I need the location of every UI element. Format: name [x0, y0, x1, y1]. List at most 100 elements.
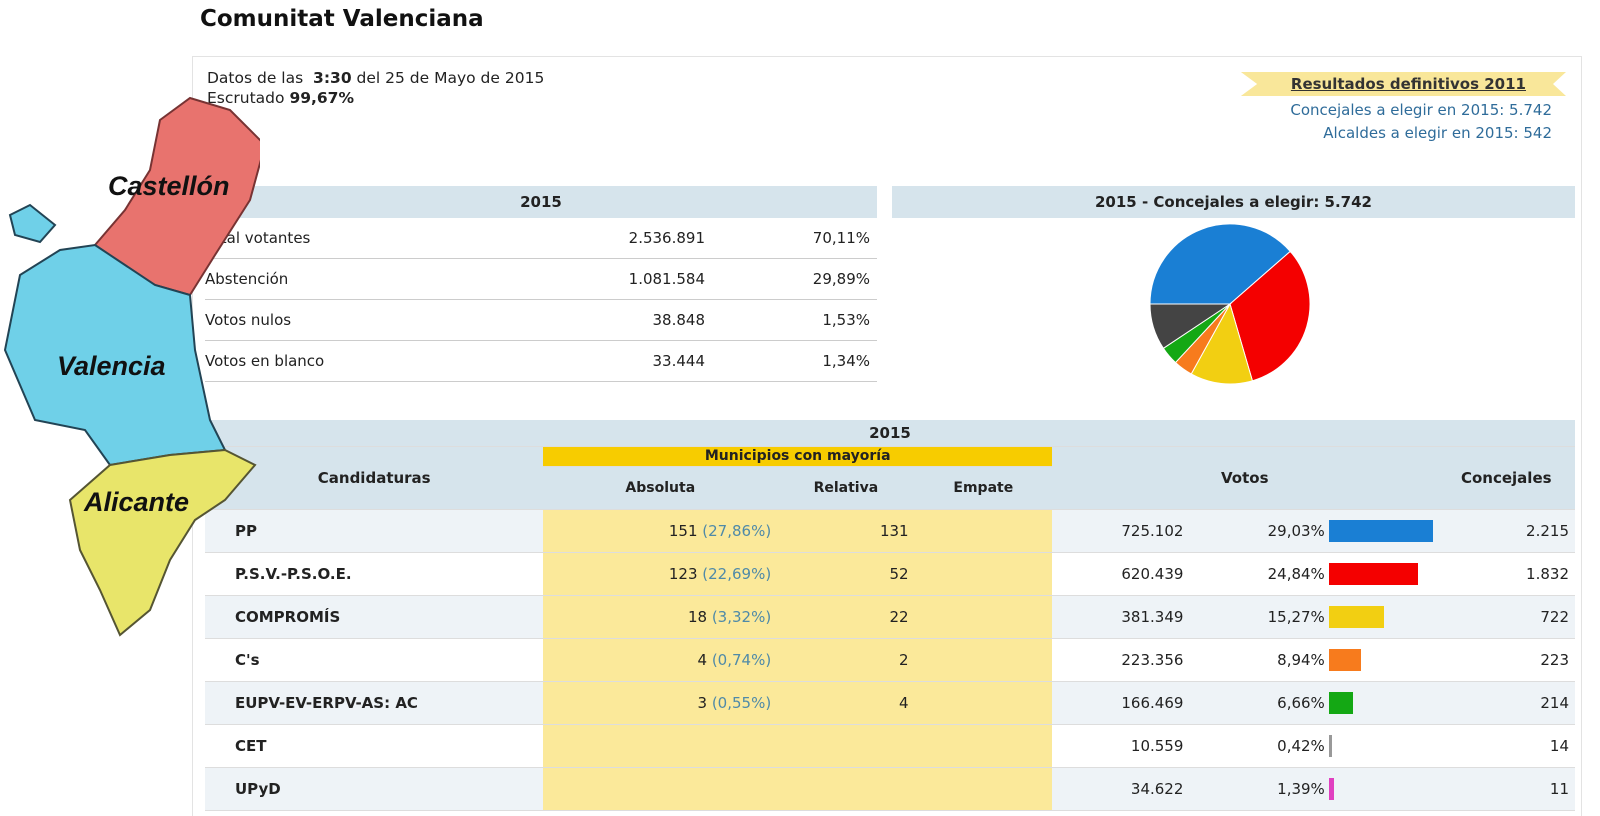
- relativa-cell: [777, 724, 915, 768]
- votes-bar-cell: [1326, 681, 1438, 725]
- col-candidaturas: Candidaturas: [205, 446, 544, 510]
- party-name: COMPROMÍS: [205, 595, 544, 639]
- party-name: P.S.V.-P.S.O.E.: [205, 552, 544, 596]
- absoluta-cell: 123 (22,69%): [543, 552, 778, 596]
- votes-bar: [1328, 605, 1384, 628]
- votes-cell: 34.622: [1052, 767, 1190, 811]
- absoluta-cell: 151 (27,86%): [543, 509, 778, 553]
- summary-header: 2015: [205, 186, 877, 218]
- absoluta-value: 123: [668, 564, 698, 583]
- relativa-cell: 22: [777, 595, 915, 639]
- summary-value: 1.081.584: [628, 270, 705, 288]
- table-row: UPyD 34.622 1,39% 11: [205, 767, 1575, 811]
- absoluta-value: 3: [697, 693, 708, 712]
- table-row: C's 4 (0,74%) 2 223.356 8,94% 223: [205, 638, 1575, 682]
- summary-pct: 1,53%: [822, 311, 870, 329]
- summary-value: 2.536.891: [628, 229, 705, 247]
- results-2011-link[interactable]: Resultados definitivos 2011: [1240, 72, 1566, 96]
- votes-bar-cell: [1326, 638, 1438, 682]
- summary-row: Total votantes 2.536.891 70,11%: [205, 218, 877, 259]
- empate-cell: [914, 724, 1052, 768]
- alcaldes-info: Alcaldes a elegir en 2015: 542: [1323, 124, 1552, 142]
- relativa-cell: 4: [777, 681, 915, 725]
- pie-chart: [1149, 223, 1311, 385]
- concejales-cell: 223: [1437, 638, 1575, 682]
- table-row: EUPV-EV-ERPV-AS: AC 3 (0,55%) 4 166.469 …: [205, 681, 1575, 725]
- concejales-info: Concejales a elegir en 2015: 5.742: [1290, 101, 1552, 119]
- info-suffix: del 25 de Mayo de 2015: [356, 69, 545, 87]
- votes-bar: [1328, 734, 1332, 757]
- concejales-cell: 2.215: [1437, 509, 1575, 553]
- votes-bar: [1328, 519, 1433, 542]
- absoluta-pct: (22,69%): [702, 564, 772, 583]
- pie-slice-0: [1149, 223, 1291, 305]
- relativa-cell: [777, 767, 915, 811]
- relativa-cell: 2: [777, 638, 915, 682]
- party-name: CET: [205, 724, 544, 768]
- votes-bar-cell: [1326, 767, 1438, 811]
- absoluta-value: 18: [687, 607, 708, 626]
- absoluta-value: 4: [697, 650, 708, 669]
- pie-slice-2: [1190, 302, 1254, 385]
- pie-slice-5: [1149, 303, 1232, 349]
- votes-pct: 24,84%: [1189, 552, 1327, 596]
- concejales-cell: 214: [1437, 681, 1575, 725]
- pie-chart-box: 2015 - Concejales a elegir: 5.742: [892, 186, 1575, 218]
- votes-pct: 1,39%: [1189, 767, 1327, 811]
- votes-cell: 381.349: [1052, 595, 1190, 639]
- results-table: 2015 Candidaturas Municipios con mayoría…: [205, 420, 1575, 811]
- relativa-cell: 52: [777, 552, 915, 596]
- absoluta-pct: (3,32%): [711, 607, 772, 626]
- votes-bar-cell: [1326, 595, 1438, 639]
- col-relativa: Relativa: [777, 466, 915, 510]
- results-header: 2015: [205, 420, 1575, 447]
- info-time: 3:30: [313, 69, 352, 87]
- concejales-cell: 14: [1437, 724, 1575, 768]
- pie-slice-1: [1229, 250, 1311, 382]
- summary-label: Votos nulos: [205, 311, 292, 329]
- chart-title: 2015 - Concejales a elegir: 5.742: [892, 186, 1575, 218]
- votes-bar-cell: [1326, 552, 1438, 596]
- absoluta-pct: (27,86%): [702, 521, 772, 540]
- summary-label: Votos en blanco: [205, 352, 325, 370]
- absoluta-cell: [543, 767, 778, 811]
- votes-cell: 223.356: [1052, 638, 1190, 682]
- col-empate: Empate: [914, 466, 1052, 510]
- votes-pct: 15,27%: [1189, 595, 1327, 639]
- votes-cell: 725.102: [1052, 509, 1190, 553]
- concejales-cell: 11: [1437, 767, 1575, 811]
- absoluta-cell: [543, 724, 778, 768]
- absoluta-cell: 18 (3,32%): [543, 595, 778, 639]
- empate-cell: [914, 595, 1052, 639]
- votes-bar: [1328, 777, 1334, 800]
- votes-cell: 620.439: [1052, 552, 1190, 596]
- absoluta-value: 151: [668, 521, 698, 540]
- party-name: C's: [205, 638, 544, 682]
- empate-cell: [914, 509, 1052, 553]
- empate-cell: [914, 552, 1052, 596]
- votes-pct: 29,03%: [1189, 509, 1327, 553]
- map-alicante: [68, 448, 257, 637]
- region-map: Castellón Valencia Alicante: [3, 96, 260, 637]
- map-label-valencia: Valencia: [57, 351, 166, 381]
- votes-cell: 10.559: [1052, 724, 1190, 768]
- summary-pct: 70,11%: [812, 229, 870, 247]
- map-valencia-islet: [8, 203, 57, 244]
- summary-row: Votos nulos 38.848 1,53%: [205, 300, 877, 341]
- map-label-castellon: Castellón: [108, 171, 230, 201]
- votes-pct: 6,66%: [1189, 681, 1327, 725]
- absoluta-pct: (0,55%): [711, 693, 772, 712]
- empate-cell: [914, 638, 1052, 682]
- summary-pct: 1,34%: [822, 352, 870, 370]
- col-concejales: Concejales: [1437, 446, 1575, 510]
- info-prefix: Datos de las: [207, 69, 304, 87]
- data-info: Datos de las 3:30 del 25 de Mayo de 2015…: [207, 68, 544, 108]
- summary-table: 2015 Total votantes 2.536.891 70,11% Absten…: [205, 186, 877, 382]
- summary-row: Votos en blanco 33.444 1,34%: [205, 341, 877, 382]
- page-title: Comunitat Valenciana: [200, 6, 484, 32]
- map-label-alicante: Alicante: [83, 487, 189, 517]
- table-row: PP 151 (27,86%) 131 725.102 29,03% 2.215: [205, 509, 1575, 553]
- scrutiny-label: Escrutado: [207, 89, 285, 107]
- summary-row: Abstención 1.081.584 29,89%: [205, 259, 877, 300]
- col-votos: Votos: [1052, 446, 1438, 510]
